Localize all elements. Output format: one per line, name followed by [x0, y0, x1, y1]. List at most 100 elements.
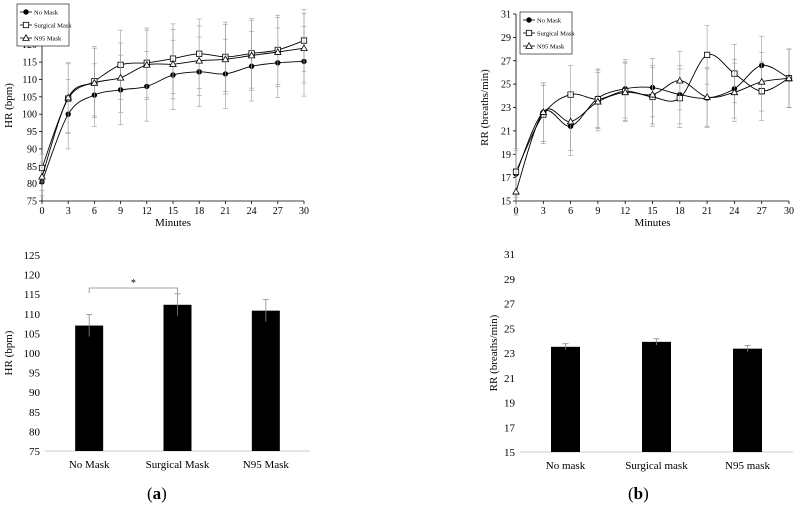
legend: No Mask Surgical Mask N95 Mask	[16, 3, 72, 47]
y-tick-label: 100	[24, 348, 41, 360]
y-tick-label: 23	[501, 103, 511, 114]
y-tick-label: 95	[27, 127, 37, 138]
y-tick-label: 25	[504, 323, 516, 335]
x-tick-label: 6	[568, 206, 573, 217]
legend: No Mask Surgical Mask N95 Mask	[519, 11, 575, 55]
x-tick-label: 24	[247, 206, 257, 217]
data-point	[142, 60, 151, 68]
x-tick-label: 30	[784, 206, 794, 217]
data-point	[221, 55, 230, 63]
y-tick-label: 17	[501, 173, 511, 184]
category-label: Surgical Mask	[146, 459, 210, 471]
y-tick-label: 31	[504, 249, 515, 261]
x-tick-label: 30	[299, 206, 309, 217]
y-axis-title: HR (bpm)	[3, 83, 15, 128]
y-tick-label: 85	[27, 162, 37, 173]
category-label: N95 mask	[725, 460, 770, 472]
legend-marker	[22, 21, 30, 29]
data-point	[116, 73, 125, 81]
y-tick-label: 80	[27, 179, 37, 190]
data-point	[64, 93, 73, 101]
legend-label: Surgical Mask	[34, 23, 72, 30]
y-tick-label: 110	[22, 75, 37, 86]
x-tick-label: 24	[729, 206, 739, 217]
significance-label: *	[131, 278, 136, 289]
data-point	[169, 60, 177, 67]
x-tick-label: 27	[273, 206, 283, 217]
y-tick-label: 29	[501, 33, 511, 44]
data-point	[730, 88, 739, 96]
y-tick-label: 75	[29, 446, 41, 458]
y-tick-label: 21	[504, 373, 515, 385]
y-tick-label: 90	[27, 144, 37, 155]
y-tick-label: 120	[24, 270, 41, 282]
x-tick-label: 21	[220, 206, 230, 217]
bar	[251, 310, 280, 451]
y-tick-label: 17	[504, 422, 516, 434]
x-tick-label: 6	[92, 206, 97, 217]
data-point	[273, 48, 282, 55]
data-point	[785, 74, 793, 82]
y-tick-label: 19	[504, 398, 516, 410]
bar	[642, 341, 671, 452]
x-tick-label: 0	[40, 206, 45, 217]
x-tick-label: 9	[118, 206, 123, 217]
hr-line-chart: 7580859095100105110115120125130036912151…	[3, 3, 309, 229]
category-label: N95 Mask	[243, 459, 290, 471]
legend-marker	[525, 41, 533, 49]
significance-bracket	[88, 287, 178, 293]
category-label: No Mask	[69, 459, 110, 471]
x-tick-label: 12	[142, 206, 152, 217]
y-tick-label: 23	[504, 348, 516, 360]
y-tick-label: 115	[22, 58, 37, 69]
data-point	[539, 108, 548, 115]
y-tick-label: 31	[501, 10, 511, 21]
data-point	[648, 90, 657, 98]
y-tick-label: 25	[501, 80, 511, 91]
data-point	[675, 76, 684, 84]
x-axis-title: Minutes	[155, 217, 191, 229]
panel-label-b: (b)	[628, 484, 649, 503]
data-point	[247, 51, 256, 59]
legend-label: Surgical Mask	[537, 31, 575, 38]
x-tick-label: 15	[648, 206, 658, 217]
y-tick-label: 21	[501, 126, 511, 137]
data-point	[38, 172, 46, 180]
data-point	[90, 78, 99, 86]
y-tick-label: 115	[24, 289, 41, 301]
bar	[75, 325, 104, 451]
x-tick-label: 3	[541, 206, 546, 217]
y-tick-label: 15	[501, 197, 511, 208]
bar	[733, 348, 762, 452]
panel-label-a: (a)	[147, 484, 167, 503]
legend-marker	[23, 9, 29, 15]
y-tick-label: 29	[504, 274, 516, 286]
y-tick-label: 125	[24, 250, 41, 262]
x-tick-label: 18	[194, 206, 204, 217]
legend-label: No Mask	[537, 18, 562, 25]
x-tick-label: 9	[595, 206, 600, 217]
y-tick-label: 110	[24, 309, 41, 321]
legend-label: N95 Mask	[34, 36, 62, 43]
legend-marker	[22, 33, 30, 41]
x-tick-label: 27	[757, 206, 767, 217]
bar	[163, 304, 192, 451]
y-tick-label: 75	[27, 197, 37, 208]
legend-label: N95 Mask	[537, 44, 565, 51]
y-axis-title: RR (breaths/min)	[479, 69, 491, 146]
data-point	[704, 51, 711, 59]
hr-bar-chart: 75 80 85 90 95 100 105 110 115 120 125 HR (bpm) No M…	[3, 250, 310, 471]
legend-marker	[526, 17, 532, 23]
y-axis-title: HR (bpm)	[3, 330, 15, 375]
data-point	[512, 187, 520, 195]
x-tick-label: 3	[66, 206, 71, 217]
y-tick-label: 105	[22, 92, 37, 103]
y-tick-label: 19	[501, 150, 511, 161]
legend-label: No Mask	[34, 10, 59, 17]
y-tick-label: 100	[22, 110, 37, 121]
data-point	[594, 97, 602, 105]
bar	[551, 346, 580, 452]
y-tick-label: 15	[504, 447, 516, 459]
